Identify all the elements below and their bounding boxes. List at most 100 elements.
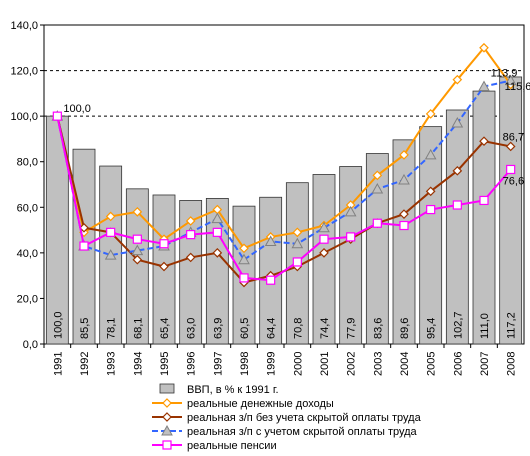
data-label: 63,0 (186, 318, 198, 339)
line-marker (506, 164, 516, 175)
line-marker (346, 232, 356, 242)
annotation: 86,7 (503, 131, 524, 143)
bar-value-labels: 100,0 85,5 78,1 68,1 65,4 63,0 63,9 60,5 64,4 70,… (52, 311, 517, 339)
y-tick-label: 0,0 (23, 339, 38, 351)
y-tick-label: 20,0 (17, 293, 38, 305)
line-marker (371, 183, 384, 194)
line-marker (398, 173, 410, 185)
data-label: 83,6 (372, 318, 384, 339)
data-label: 65,4 (159, 318, 171, 339)
x-tick-label: 2000 (292, 352, 304, 376)
x-tick-label: 1997 (212, 352, 224, 376)
line-marker (264, 235, 277, 246)
legend-swatch (159, 383, 175, 394)
line-marker (159, 261, 169, 272)
data-label: 100,0 (52, 311, 64, 339)
y-tick-label: 60,0 (17, 202, 38, 214)
line-marker (425, 186, 436, 197)
annotation: 76,6 (503, 175, 524, 187)
line-marker (372, 218, 382, 228)
bar (205, 197, 229, 345)
line-marker (372, 170, 383, 181)
line-marker (292, 257, 302, 267)
line-marker (212, 248, 223, 258)
line-marker (79, 222, 89, 233)
data-label: 63,9 (212, 318, 224, 339)
bar (259, 196, 283, 345)
bar (472, 90, 496, 345)
line-marker (239, 243, 249, 254)
legend-label: ВВП, в % к 1991 г. (187, 384, 279, 396)
legend-label: реальная з/п без учета скрытой оплаты тр… (187, 412, 422, 424)
x-tick-label: 1994 (132, 352, 144, 376)
x-tick-label: 1996 (186, 352, 198, 376)
data-label: 102,7 (452, 311, 464, 339)
data-label: 95,4 (426, 318, 438, 339)
line-marker (212, 227, 222, 237)
line-marker (504, 74, 517, 86)
bar (365, 153, 389, 345)
line-marker (239, 273, 249, 283)
x-tick-label: 1998 (239, 352, 251, 376)
bar (125, 188, 149, 345)
line-marker (211, 212, 224, 224)
legend-label: реальные пенсии (187, 440, 277, 452)
line-marker (132, 234, 142, 244)
y-tick-label: 80,0 (17, 157, 38, 169)
x-tick-label: 2006 (452, 352, 464, 376)
data-label: 64,4 (266, 318, 278, 339)
line-marker (479, 42, 489, 53)
y-axis: 0,0 20,0 40,0 60,0 80,0 100,0 120,0 140,0 (10, 20, 44, 351)
line-marker (162, 440, 172, 450)
line-marker (399, 150, 409, 160)
x-tick-label: 1992 (79, 352, 91, 376)
bar (392, 139, 416, 345)
line-marker (292, 227, 303, 238)
line-marker (425, 109, 436, 119)
line-series (52, 111, 516, 285)
line-marker (319, 234, 329, 244)
x-tick-label: 2003 (372, 352, 384, 376)
line-marker (344, 205, 357, 217)
data-label: 77,9 (346, 318, 358, 339)
line-marker (266, 275, 276, 285)
plot-area (43, 24, 525, 345)
data-label: 85,5 (79, 318, 91, 339)
line-marker (318, 221, 330, 233)
data-label: 111,0 (479, 313, 491, 339)
annotation: 113,9 (491, 67, 518, 79)
x-tick-label: 2005 (426, 352, 438, 376)
bar (339, 166, 363, 345)
line-marker (452, 165, 463, 176)
line-marker (238, 253, 250, 265)
line-marker (185, 252, 196, 263)
y-tick-label: 120,0 (10, 66, 38, 78)
line-marker (478, 80, 490, 92)
x-tick-label: 1999 (266, 352, 278, 376)
data-label: 117,2 (506, 312, 518, 339)
line-marker (131, 244, 144, 256)
data-label: 60,5 (239, 318, 251, 339)
line-marker (452, 74, 463, 85)
x-tick-label: 2001 (319, 352, 331, 376)
line-marker (79, 241, 89, 251)
bar (419, 126, 443, 345)
line-marker (452, 200, 462, 210)
y-tick-label: 100,0 (10, 111, 38, 123)
line-marker (479, 136, 489, 147)
line-marker (162, 398, 172, 408)
legend-label: реальная з/п с учетом скрытой оплаты тру… (187, 426, 418, 438)
line-marker (132, 254, 143, 265)
line-marker (451, 116, 464, 128)
x-tick-label: 2007 (479, 352, 491, 376)
x-tick-label: 2004 (399, 352, 411, 376)
series-line (56, 79, 511, 262)
line-marker (399, 220, 409, 231)
x-tick-label: 2002 (346, 352, 358, 376)
bar-series (45, 76, 523, 345)
line-marker (479, 195, 489, 206)
line-marker (159, 239, 169, 249)
x-tick-label: 1993 (106, 352, 118, 376)
line-marker (319, 248, 329, 258)
